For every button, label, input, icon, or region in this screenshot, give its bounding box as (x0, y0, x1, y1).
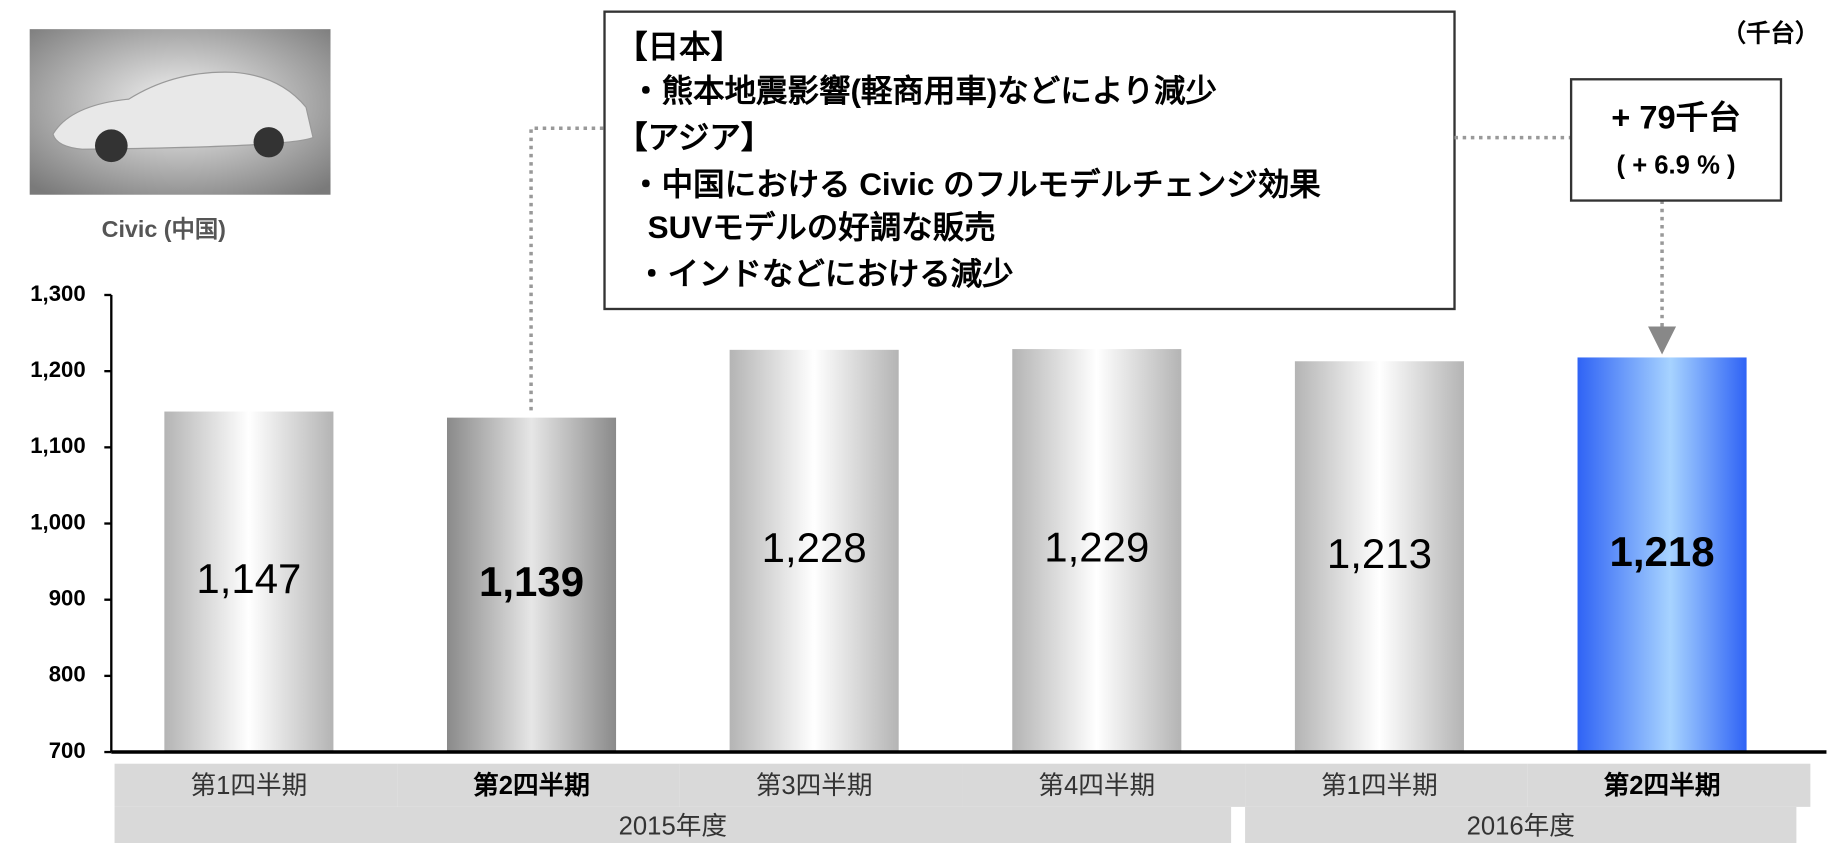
y-tick-label: 800 (49, 662, 86, 687)
x-tick-label: 第1四半期 (190, 771, 307, 800)
y-tick-label: 1,000 (30, 509, 85, 534)
unit-label: （千台） (1722, 18, 1820, 47)
change-box (1571, 79, 1781, 200)
x-tick-label: 第2四半期 (1604, 770, 1721, 800)
value-label: 1,218 (1610, 528, 1715, 575)
group-label: 2015年度 (619, 812, 727, 841)
x-tick-label: 第3四半期 (756, 771, 873, 800)
value-label: 1,229 (1044, 524, 1149, 571)
annotation-line: 【アジア】 (616, 120, 772, 155)
x-tick-label: 第2四半期 (473, 770, 590, 800)
car-image (30, 29, 331, 195)
x-tick-label: 第4四半期 (1038, 771, 1155, 800)
change-percent: ( + 6.9 % ) (1617, 152, 1736, 180)
value-label: 1,147 (196, 555, 301, 602)
change-label: + 79千台 (1611, 99, 1741, 136)
value-label: 1,213 (1327, 530, 1432, 577)
chart: Civic (中国) （千台） + 79千台 ( + 6.9 % ) 【日本】・… (0, 0, 1827, 843)
group-label: 2016年度 (1467, 812, 1575, 841)
y-tick-label: 1,200 (30, 357, 85, 382)
annotation-line: SUVモデルの好調な販売 (648, 209, 996, 245)
annotation-line: ・インドなどにおける減少 (636, 257, 1014, 292)
value-label: 1,228 (762, 524, 867, 571)
annotation-line: 【日本】 (616, 29, 742, 64)
annotation-line: ・熊本地震影響(軽商用車)などにより減少 (630, 73, 1217, 109)
y-tick-label: 1,300 (30, 281, 85, 306)
value-label: 1,139 (479, 558, 584, 605)
y-tick-label: 1,100 (30, 433, 85, 458)
annotation-line: ・中国における Civic のフルモデルチェンジ効果 (630, 166, 1321, 202)
connector (531, 128, 604, 410)
page: {"chart_data":{"type":"bar","unit":"（千台）… (0, 0, 1827, 848)
y-tick-label: 900 (49, 586, 86, 611)
x-tick-label: 第1四半期 (1321, 771, 1438, 800)
y-tick-label: 700 (49, 738, 86, 763)
image-caption: Civic (中国) (102, 216, 226, 242)
